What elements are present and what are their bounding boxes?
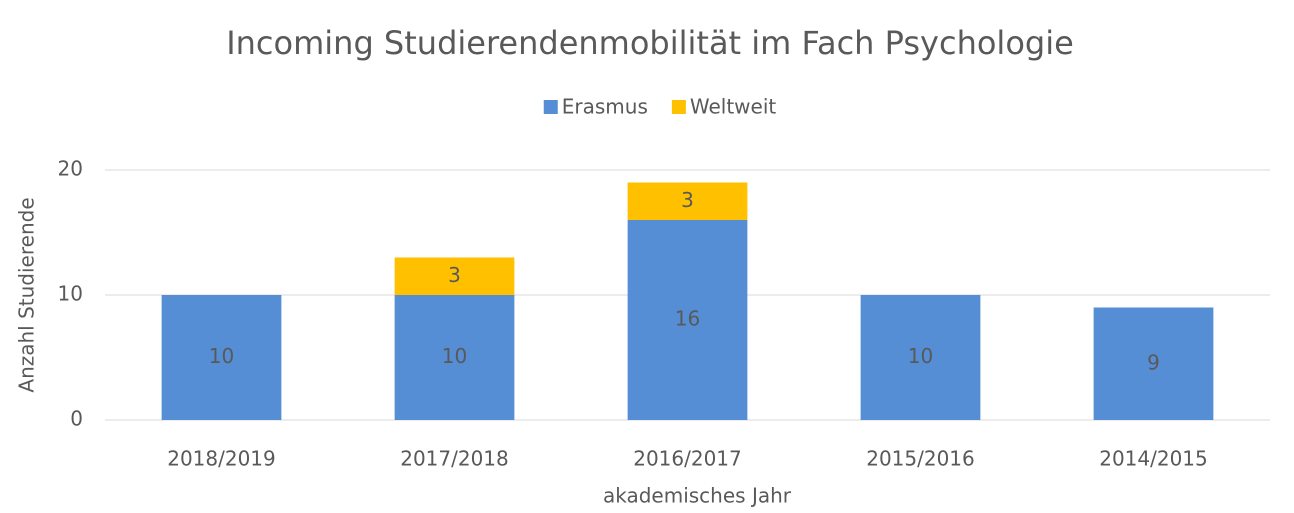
data-label: 3 bbox=[681, 188, 694, 212]
legend-label: Erasmus bbox=[562, 95, 648, 119]
y-tick-label: 0 bbox=[70, 407, 83, 431]
bar-segment bbox=[1093, 307, 1214, 420]
x-axis-title: akademisches Jahr bbox=[603, 484, 792, 508]
bar-segment bbox=[394, 257, 515, 295]
legend-label: Weltweit bbox=[690, 95, 777, 119]
x-tick-label: 2015/2016 bbox=[866, 447, 975, 471]
data-label: 10 bbox=[442, 344, 467, 368]
y-tick-label: 20 bbox=[58, 157, 83, 181]
y-tick-label: 10 bbox=[58, 282, 83, 306]
bar-segment bbox=[627, 220, 748, 420]
x-tick-label: 2016/2017 bbox=[633, 447, 742, 471]
data-label: 3 bbox=[448, 263, 461, 287]
y-axis-title: Anzahl Studierende bbox=[15, 197, 39, 392]
bar-segment bbox=[627, 182, 748, 220]
bar-segment bbox=[394, 295, 515, 420]
legend-swatch bbox=[671, 100, 686, 114]
x-tick-label: 2018/2019 bbox=[167, 447, 276, 471]
data-label: 16 bbox=[675, 307, 700, 331]
chart-title: Incoming Studierendenmobilität im Fach P… bbox=[226, 24, 1074, 62]
legend-swatch bbox=[543, 100, 558, 114]
data-label: 10 bbox=[209, 344, 234, 368]
bar-segment bbox=[161, 295, 282, 420]
x-tick-label: 2014/2015 bbox=[1099, 447, 1208, 471]
data-label: 10 bbox=[908, 344, 933, 368]
bar-segment bbox=[860, 295, 981, 420]
x-tick-label: 2017/2018 bbox=[400, 447, 509, 471]
data-label: 9 bbox=[1147, 350, 1160, 374]
